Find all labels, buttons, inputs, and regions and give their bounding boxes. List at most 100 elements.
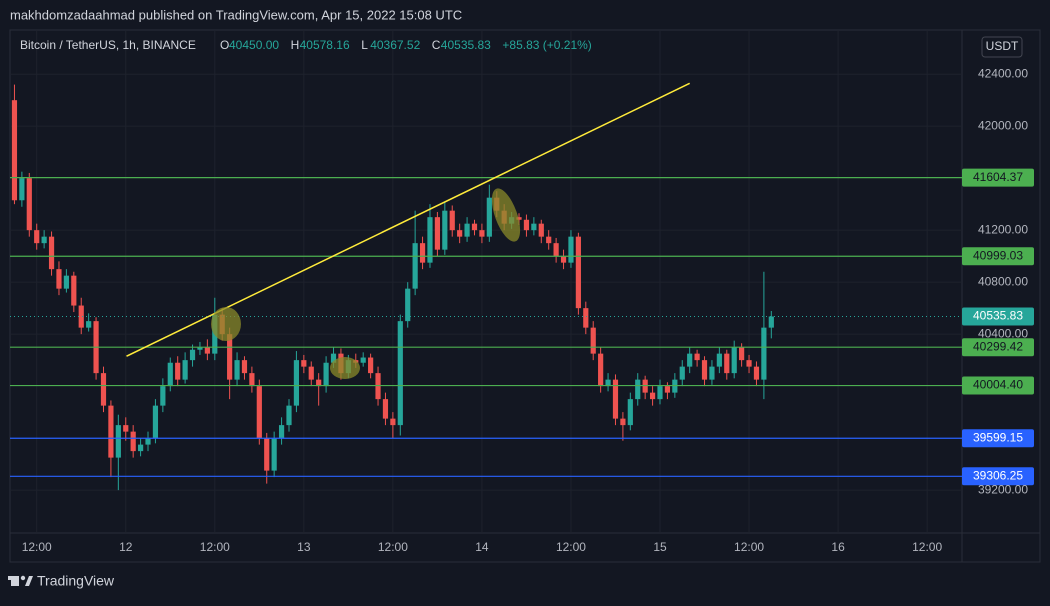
candle-body xyxy=(130,431,136,452)
level-tag xyxy=(962,247,1034,266)
pane-border xyxy=(9,29,1041,563)
candle-body xyxy=(679,366,685,380)
candle-body xyxy=(590,327,596,354)
currency-button[interactable] xyxy=(981,36,1023,58)
candle-body xyxy=(123,425,129,432)
legend-value: 40578.16 xyxy=(300,38,350,52)
candle-body xyxy=(538,223,544,237)
candle-body xyxy=(249,373,255,387)
plot-area xyxy=(10,30,962,533)
candle-body xyxy=(278,425,285,439)
level-tag-label: 39306.25 xyxy=(973,468,1023,482)
level-tag-label: 40299.42 xyxy=(973,339,1023,353)
x-tick-label: 12:00 xyxy=(378,540,408,554)
candle-body xyxy=(19,178,25,201)
candle-body xyxy=(716,353,722,367)
candle-body xyxy=(286,405,292,426)
candle-body xyxy=(635,379,641,400)
candle-body xyxy=(768,316,774,328)
candle-body xyxy=(86,321,92,328)
candle-body xyxy=(145,438,151,445)
x-tick-label: 12 xyxy=(119,540,133,554)
candle-body xyxy=(412,243,418,289)
candle-body xyxy=(63,275,69,289)
candle-body xyxy=(575,236,581,309)
candle-body xyxy=(701,360,708,380)
x-tick-label: 16 xyxy=(831,540,845,554)
candle-body xyxy=(234,360,240,380)
level-tag-label: 39599.15 xyxy=(973,430,1023,444)
candle-body xyxy=(71,275,77,306)
candle-body xyxy=(560,256,567,263)
ohlc-legend: O 40450.00 H 40578.16 L 40367.52 C 40535.83 +85.… xyxy=(220,38,592,52)
candle-body xyxy=(316,379,322,387)
candle-body xyxy=(419,243,426,263)
candle-body xyxy=(687,353,693,367)
candle-body xyxy=(397,321,403,426)
candle-body xyxy=(382,399,389,419)
last-price-tag xyxy=(962,307,1034,326)
x-tick-label: 12:00 xyxy=(200,540,230,554)
candle-body xyxy=(256,386,262,439)
candle-body xyxy=(115,425,121,458)
candle-body xyxy=(516,217,522,220)
candle-body xyxy=(108,405,114,458)
candle-body xyxy=(182,360,188,380)
candle-body xyxy=(152,405,159,439)
candle-body xyxy=(405,288,411,322)
candle-body xyxy=(34,230,40,244)
candle-body xyxy=(390,418,396,426)
legend-value: 40450.00 xyxy=(229,38,279,52)
brand-name: TradingView xyxy=(37,573,115,589)
candle-body xyxy=(471,223,478,231)
candle-body xyxy=(41,236,47,244)
candle-body xyxy=(227,334,233,380)
candle-body xyxy=(605,379,611,387)
level-tag-label: 40004.40 xyxy=(973,378,1023,392)
candle-body xyxy=(48,236,55,270)
candle-body xyxy=(427,217,433,263)
candle-body xyxy=(583,308,589,328)
candle-body xyxy=(449,210,455,231)
candle-body xyxy=(271,438,277,471)
legend-key: L xyxy=(361,38,368,52)
candle-body xyxy=(479,230,485,237)
level-tag xyxy=(962,429,1034,448)
legend-value: 40535.83 xyxy=(441,38,491,52)
y-tick-label: 39200.00 xyxy=(978,482,1028,496)
candle-body xyxy=(434,217,440,250)
candle-body xyxy=(568,236,574,263)
level-tag xyxy=(962,338,1034,357)
level-tag xyxy=(962,168,1034,187)
candle-body xyxy=(323,362,329,387)
published-note: makhdomzadaahmad published on TradingVie… xyxy=(10,7,462,22)
candle-body xyxy=(100,373,107,406)
level-tag-label: 41604.37 xyxy=(973,170,1023,184)
candle-body xyxy=(301,360,307,367)
y-tick-label: 42400.00 xyxy=(978,66,1028,80)
x-tick-label: 13 xyxy=(297,540,311,554)
candle-body xyxy=(464,223,470,237)
candle-body xyxy=(649,392,656,400)
candle-body xyxy=(167,362,173,387)
candle-body xyxy=(553,243,559,257)
candle-body xyxy=(241,360,248,374)
candle-body xyxy=(360,357,366,363)
legend-key: H xyxy=(291,38,300,52)
candle-body xyxy=(724,353,730,374)
candle-body xyxy=(620,418,626,426)
candle-body xyxy=(308,366,314,380)
highlight xyxy=(330,357,360,379)
legend-change: +85.83 (+0.21%) xyxy=(502,38,591,52)
candle-body xyxy=(731,347,737,374)
x-tick-label: 15 xyxy=(653,540,667,554)
candle-body xyxy=(664,386,671,393)
candle-body xyxy=(709,366,715,380)
candle-body xyxy=(753,366,760,380)
candle-body xyxy=(264,438,270,471)
x-tick-label: 12:00 xyxy=(556,540,586,554)
candle-body xyxy=(78,305,84,328)
